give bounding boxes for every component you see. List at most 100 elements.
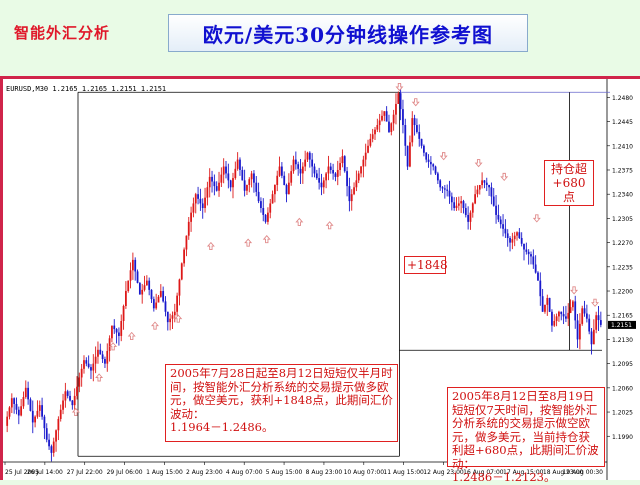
candle-body	[271, 194, 274, 204]
candle-body	[425, 152, 428, 160]
candle-body	[530, 254, 532, 257]
header-banner: 智能外汇分析 欧元/美元30分钟线操作参考图	[0, 0, 640, 76]
buy-arrow-icon	[95, 373, 104, 382]
candle-body	[267, 212, 269, 222]
candle-body	[429, 161, 432, 165]
candle-body	[513, 235, 516, 240]
candle-body	[71, 400, 74, 406]
current-price-label: 1.2151	[611, 322, 632, 329]
y-tick-label: 1.2235	[612, 264, 633, 271]
buy-arrow-icon	[174, 314, 183, 323]
candle-body	[383, 111, 386, 116]
x-tick-label: 18 Aug 23:00	[543, 469, 584, 476]
signal-arrows	[71, 83, 599, 417]
candle-body	[173, 311, 176, 316]
candle-body	[539, 280, 542, 297]
candle-body	[22, 397, 25, 407]
candle-body	[402, 109, 404, 126]
candle-body	[20, 406, 23, 416]
x-tick-label: 27 Jul 22:00	[67, 469, 103, 476]
candle-body	[69, 395, 71, 401]
candle-body	[395, 103, 397, 115]
candle-body	[597, 315, 600, 321]
candle-body	[311, 159, 314, 167]
candle-body	[497, 214, 500, 220]
candle-body	[562, 314, 565, 317]
candle-body	[490, 187, 493, 197]
candle-body	[304, 159, 307, 167]
candle-body	[206, 187, 209, 198]
sell-arrow-icon	[474, 159, 483, 168]
candle-body	[336, 169, 339, 177]
candle-body	[150, 289, 153, 300]
candle-body	[364, 152, 367, 160]
candle-body	[308, 152, 311, 160]
sell-arrow-icon	[570, 286, 579, 295]
candle-body	[83, 360, 85, 369]
candle-body	[339, 163, 341, 170]
y-tick-label: 1.2410	[612, 143, 633, 150]
candle-body	[227, 173, 230, 181]
candle-body	[516, 232, 518, 236]
candle-body	[467, 214, 470, 222]
y-tick-label: 1.2445	[612, 119, 633, 126]
candle-body	[38, 405, 41, 411]
candle-body	[264, 214, 267, 222]
candle-body	[332, 169, 335, 174]
candle-body	[411, 118, 414, 143]
candle-body	[194, 194, 197, 204]
candle-body	[548, 297, 551, 312]
candle-body	[255, 182, 258, 192]
candle-body	[285, 184, 288, 195]
candle-body	[166, 311, 169, 323]
y-tick-label: 1.2480	[612, 95, 633, 102]
candle-body	[199, 198, 202, 204]
candle-body	[527, 251, 530, 255]
candle-body	[348, 186, 351, 202]
candle-body	[416, 125, 418, 132]
candle-body	[483, 180, 486, 183]
candle-body	[143, 285, 146, 290]
candle-body	[145, 280, 148, 286]
candle-body	[469, 212, 472, 222]
candle-body	[576, 320, 579, 340]
candle-body	[546, 297, 549, 305]
candle-body	[76, 386, 78, 396]
candle-body	[211, 176, 213, 182]
sell-arrow-icon	[591, 298, 599, 307]
y-tick-label: 1.2130	[612, 337, 633, 344]
candle-body	[232, 178, 234, 188]
candle-body	[48, 439, 50, 447]
y-tick-label: 1.2270	[612, 240, 633, 247]
candle-body	[180, 263, 183, 280]
candle-body	[553, 320, 556, 326]
candle-body	[506, 233, 509, 238]
candle-body	[595, 315, 598, 330]
candle-body	[560, 311, 563, 315]
candle-body	[34, 416, 37, 423]
buy-arrow-icon	[325, 221, 334, 230]
candle-body	[341, 156, 344, 164]
x-tick-label: 4 Aug 07:00	[226, 469, 263, 476]
long-trade-note: 2005年7月28日起至8月12日短短仅半月时间，按智能外汇分析系统的交易提示做…	[165, 364, 398, 442]
title-box: 欧元/美元30分钟线操作参考图	[168, 14, 528, 52]
candle-body	[362, 159, 365, 167]
candle-body	[569, 307, 572, 313]
candle-body	[220, 174, 223, 183]
candle-body	[520, 237, 523, 244]
candle-body	[218, 182, 220, 191]
candle-body	[50, 446, 53, 453]
candle-body	[64, 391, 67, 401]
candle-body	[171, 315, 174, 319]
current-price-tag: 1.2151	[608, 320, 636, 329]
candle-body	[301, 166, 304, 174]
candle-body	[574, 301, 577, 321]
buy-arrow-icon	[109, 342, 118, 351]
candle-body	[111, 325, 113, 339]
candle-body	[97, 349, 99, 357]
candle-body	[294, 159, 297, 165]
sell-arrow-icon	[411, 98, 420, 107]
x-tick-label: 25 Jul 2005	[5, 469, 39, 476]
candle-body	[131, 259, 134, 271]
candle-body	[318, 178, 321, 183]
